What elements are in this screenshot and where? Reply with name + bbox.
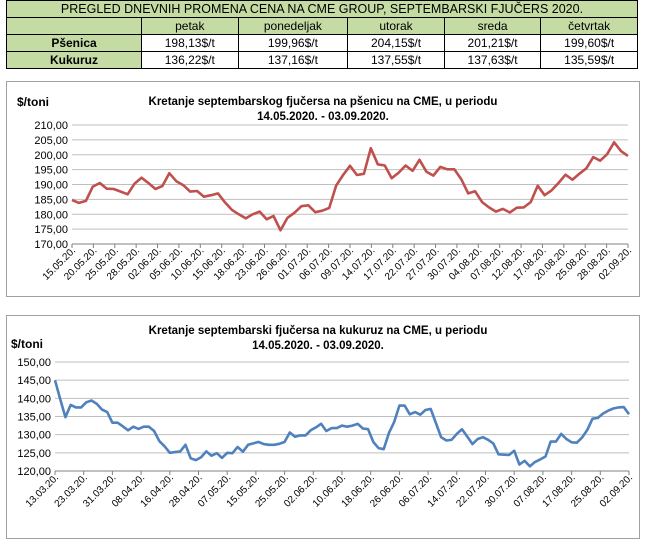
y-tick-label: 170,00	[34, 239, 68, 251]
table-cell: 198,13$/t	[141, 34, 239, 52]
corn-chart: Kretanje septembarski fjučersa na kukuru…	[11, 325, 635, 510]
table-cell: 137,55$/t	[347, 51, 445, 69]
table-cell: 199,96$/t	[237, 34, 349, 52]
day-header: sreda	[443, 17, 542, 35]
y-tick-label: 130,00	[17, 430, 51, 442]
chart-subtitle: 14.05.2020. - 03.09.2020.	[252, 340, 384, 352]
table-cell: 137,16$/t	[237, 51, 349, 69]
price-table: PREGLED DNEVNIH PROMENA CENA NA CME GROU…	[6, 0, 638, 69]
y-tick-label: 140,00	[17, 393, 51, 405]
table-cell: 199,60$/t	[540, 34, 638, 52]
y-tick-label: 150,00	[17, 357, 51, 369]
table-cell: 201,21$/t	[443, 34, 542, 52]
table-row: Kukuruz 136,22$/t 137,16$/t 137,55$/t 13…	[6, 51, 638, 69]
plot-area: 170,00 175,00 180,00 185,00 190,00 195,00 200,…	[34, 120, 634, 283]
y-tick-label: 205,00	[34, 135, 68, 147]
y-tick-label: 190,00	[34, 180, 68, 192]
y-tick-label: 210,00	[34, 120, 68, 132]
row-label: Pšenica	[6, 34, 142, 52]
y-tick-label: 180,00	[34, 209, 68, 221]
y-tick-label: 120,00	[17, 466, 51, 478]
y-tick-label: 185,00	[34, 194, 68, 206]
y-tick-label: 200,00	[34, 150, 68, 162]
chart-title: Kretanje septembarski fjučersa na kukuru…	[149, 325, 488, 337]
table-title: PREGLED DNEVNIH PROMENA CENA NA CME GROU…	[6, 0, 638, 18]
y-axis-label: $/toni	[17, 95, 49, 109]
table-cell: 136,22$/t	[141, 51, 239, 69]
series-line	[53, 379, 631, 468]
table-corner	[6, 17, 142, 35]
chart-title: Kretanje septembarskog fjučersa na pšeni…	[149, 96, 498, 108]
day-header: utorak	[347, 17, 445, 35]
row-label: Kukuruz	[6, 51, 142, 69]
y-tick-label: 175,00	[34, 224, 68, 236]
y-tick-label: 135,00	[17, 412, 51, 424]
day-header: petak	[141, 17, 239, 35]
table-cell: 204,15$/t	[347, 34, 445, 52]
table-row: Pšenica 198,13$/t 199,96$/t 204,15$/t 20…	[6, 34, 638, 52]
day-header: četvrtak	[540, 17, 638, 35]
series-line	[71, 141, 629, 232]
table-cell: 135,59$/t	[540, 51, 638, 69]
y-tick-label: 125,00	[17, 448, 51, 460]
y-tick-label: 145,00	[17, 375, 51, 387]
corn-chart-panel: Kretanje septembarski fjučersa na kukuru…	[6, 315, 640, 539]
y-tick-label: 195,00	[34, 165, 68, 177]
wheat-chart: Kretanje septembarskog fjučersa na pšeni…	[17, 95, 634, 283]
wheat-chart-panel: Kretanje septembarskog fjučersa na pšeni…	[6, 81, 640, 297]
plot-area: 120,00 125,00 130,00 135,00 140,00 145,00 150,…	[17, 357, 635, 510]
y-axis-label: $/toni	[11, 337, 43, 351]
table-cell: 137,63$/t	[443, 51, 542, 69]
day-header: ponedeljak	[237, 17, 349, 35]
chart-subtitle: 14.05.2020. - 03.09.2020.	[257, 111, 389, 123]
